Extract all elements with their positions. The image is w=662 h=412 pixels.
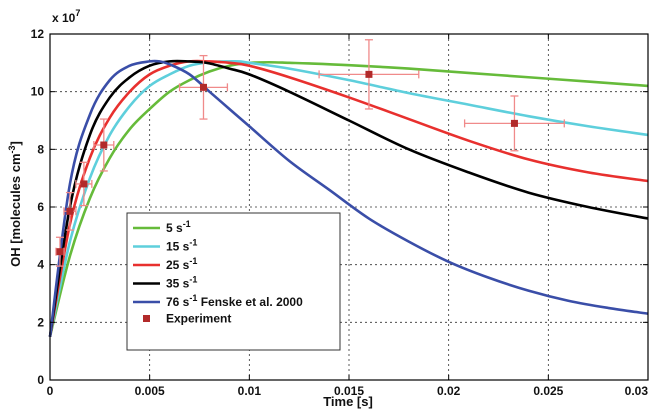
legend-marker [143,315,150,322]
legend-entry: 15 s-1 [133,238,197,254]
x-tick-label: 0.01 [238,384,262,398]
legend-entry: 5 s-1 [133,219,191,235]
legend-label: 35 s-1 [166,275,197,291]
experiment-point [178,54,229,120]
tick-labels: 0 0.005 0.01 0.015 0.02 0.025 0.03 0 2 4 6 8 10 12 [31,27,649,398]
x-tick-label: 0.03 [625,384,649,398]
y-tick-label: 8 [37,142,44,156]
series-line-5 [48,59,649,337]
experiment-marker [199,83,207,91]
series-line-4 [48,59,649,337]
x-tick-label: 0.025 [533,384,563,398]
legend-box [126,212,341,351]
experiment-points [55,39,565,267]
legend-label: 25 s-1 [166,256,197,272]
y-tick-label: 4 [37,258,44,272]
experiment-point [55,236,65,267]
legend-label: 15 s-1 [166,238,197,254]
experiment-marker [510,119,518,127]
legend-entry: 25 s-1 [133,256,197,272]
axes [49,33,649,381]
legend-entry: 35 s-1 [133,275,197,291]
experiment-point [63,191,77,231]
experiment-marker [365,70,373,78]
x-axis-label: Time [s] [323,394,373,409]
x-tick-label: 0 [47,384,54,398]
experiment-point [75,161,93,207]
legend-label: Experiment [166,312,231,326]
experiment-point [463,95,565,152]
y-axis-label: OH [molecules cm-3] [7,141,23,267]
x-tick-label: 0.005 [135,384,165,398]
legend-entry: 76 s-1 Fenske et al. 2000 [133,293,303,309]
experiment-marker [66,207,74,215]
y-tick-label: 10 [31,85,45,99]
x-tick-label: 0.02 [437,384,461,398]
experiment-marker [80,180,88,188]
y-axis-multiplier: x 107 [52,8,80,25]
legend: 5 s-1 15 s-1 25 s-1 35 s-1 76 s-1 Fenske et … [126,212,341,351]
experiment-marker [56,248,64,256]
experiment-point [318,39,420,110]
y-tick-label: 2 [37,315,44,329]
y-tick-label: 12 [31,27,45,41]
legend-label: 5 s-1 [166,219,191,235]
legend-label: 76 s-1 Fenske et al. 2000 [166,293,303,309]
x-tick-label: 0.015 [334,384,364,398]
legend-entry-experiment: Experiment [143,312,231,326]
experiment-point [93,118,115,172]
y-tick-label: 0 [37,373,44,387]
experiment-marker [100,141,108,149]
y-tick-label: 6 [37,200,44,214]
